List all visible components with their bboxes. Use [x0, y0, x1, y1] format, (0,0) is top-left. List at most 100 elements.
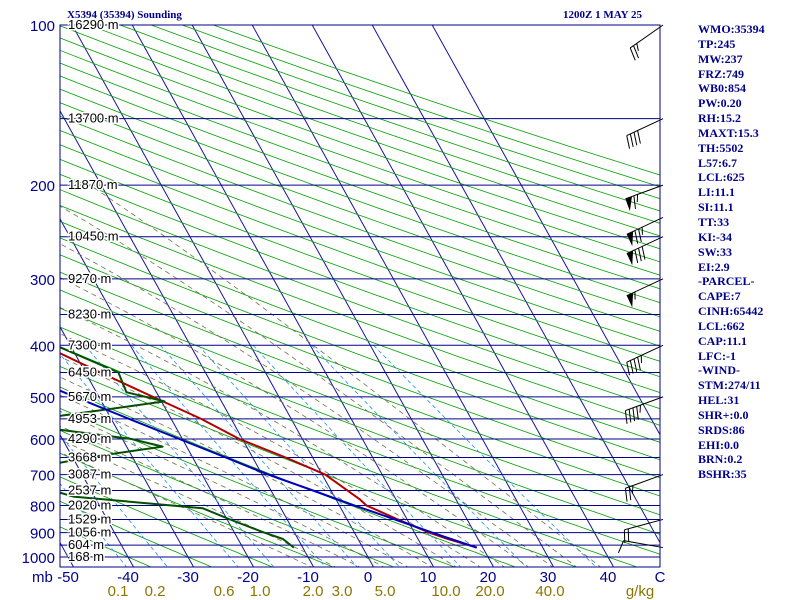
index-item: WB0:854	[698, 81, 746, 96]
index-item: L57:6.7	[698, 155, 737, 170]
barb-feather	[629, 47, 636, 61]
pressure-label: 1000	[22, 550, 55, 567]
height-label: 5670 m	[68, 389, 111, 404]
mixing-ratio-label: 3.0	[332, 583, 353, 600]
mixing-ratio-line	[60, 353, 239, 567]
index-item: CINH:65442	[698, 304, 764, 319]
pressure-label: 500	[30, 390, 55, 407]
moist-adiabat	[60, 243, 554, 567]
wind-barb	[626, 278, 664, 308]
height-label: 16290 m	[68, 17, 119, 32]
wind-barb	[629, 24, 664, 61]
dry-adiabat	[60, 500, 213, 567]
index-item: TT:33	[698, 214, 730, 229]
pressure-label: 200	[30, 178, 55, 195]
barb-feather	[633, 358, 638, 372]
height-label: 1529 m	[68, 511, 111, 526]
moist-adiabat	[60, 410, 385, 567]
moist-adiabat	[60, 425, 361, 567]
barb-feather	[633, 195, 636, 210]
height-label: 11870 m	[68, 177, 118, 192]
barb-staff	[626, 236, 664, 255]
isotherm	[60, 541, 75, 567]
height-label: 604 m	[68, 537, 104, 552]
index-item: LCL:662	[698, 318, 745, 333]
barb-feather	[626, 362, 631, 376]
wind-barb	[617, 540, 664, 554]
barb-staff	[624, 518, 664, 531]
mixing-ratio-line	[60, 483, 128, 567]
dry-adiabat	[60, 307, 660, 535]
mixing-ratio-label: 0.6	[214, 583, 235, 600]
moist-adiabat	[60, 306, 506, 567]
index-item: -WIND-	[698, 363, 740, 378]
isotherm	[0, 25, 14, 568]
moist-adiabat	[60, 277, 530, 567]
wind-barb	[625, 184, 664, 212]
mixing-ratio-line	[311, 345, 527, 567]
height-label: 2537 m	[68, 483, 111, 498]
height-label: 2020 m	[68, 497, 111, 512]
pressure-label: 600	[30, 432, 55, 449]
barb-staff	[623, 540, 664, 549]
wind-barb	[626, 216, 664, 247]
dry-adiabat	[60, 254, 660, 479]
height-label: 3087 m	[68, 467, 111, 482]
barb-feather	[634, 230, 639, 244]
pressure-label: 100	[30, 18, 55, 35]
wind-barb	[626, 344, 664, 376]
moist-adiabat	[60, 205, 578, 567]
isotherm	[371, 25, 660, 544]
dry-adiabat	[60, 62, 660, 276]
height-label: 8230 m	[68, 306, 111, 321]
isotherm	[191, 25, 495, 567]
index-item: HEL:31	[698, 393, 740, 408]
barb-feather	[629, 133, 634, 148]
index-item: EHI:0.0	[698, 437, 740, 452]
pressure-label: 400	[30, 338, 55, 355]
temperature-line	[60, 352, 478, 549]
barb-feather	[629, 360, 634, 374]
dry-adiabat	[60, 88, 660, 304]
indices-panel: WMO:35394 TP:245 MW:237 FRZ:749 WB0:854 PW:0.…	[698, 22, 798, 482]
barb-staff	[625, 184, 664, 200]
temperature-tick-label: 10	[420, 569, 437, 586]
mixing-ratio-line	[84, 345, 275, 567]
index-item: BRN:0.2	[698, 452, 743, 467]
index-item: LCL:625	[698, 170, 745, 185]
barb-feather	[638, 228, 642, 243]
barb-staff	[626, 118, 664, 137]
dry-adiabat	[60, 25, 660, 237]
index-item: SRDS:86	[698, 422, 745, 437]
dry-adiabat	[60, 75, 660, 290]
dry-adiabat	[60, 220, 660, 443]
mixing-ratio-label: 10.0	[431, 583, 460, 600]
barb-feather	[626, 135, 631, 149]
barb-feather	[638, 248, 642, 262]
dry-adiabat	[60, 386, 517, 567]
wind-barb	[626, 236, 664, 266]
dry-adiabat	[60, 158, 660, 378]
temperature-tick-label: -40	[117, 569, 139, 586]
isotherm	[311, 25, 615, 567]
index-item: KI:-34	[698, 229, 732, 244]
profiles	[60, 346, 478, 549]
mixing-ratio-label: 5.0	[375, 583, 396, 600]
index-item: CAPE:7	[698, 289, 741, 304]
index-item: SI:11.1	[698, 200, 734, 215]
dry-adiabat	[60, 407, 456, 567]
mixing-ratio-line	[198, 345, 401, 567]
dry-adiabat	[60, 366, 578, 567]
temperature-tick-label: 20	[480, 569, 497, 586]
mixing-ratio-line	[60, 434, 168, 567]
height-label: 4290 m	[68, 431, 111, 446]
mixing-ratio-label: 2.0	[303, 583, 324, 600]
barb-flag	[625, 196, 632, 212]
isotherm	[431, 25, 660, 436]
wind-barb	[624, 396, 664, 424]
barb-feather	[617, 540, 625, 554]
background-lines	[0, 25, 660, 568]
temperature-tick-label: 30	[540, 569, 557, 586]
temperature-tick-label: -20	[237, 569, 259, 586]
index-item: WMO:35394	[698, 22, 765, 36]
